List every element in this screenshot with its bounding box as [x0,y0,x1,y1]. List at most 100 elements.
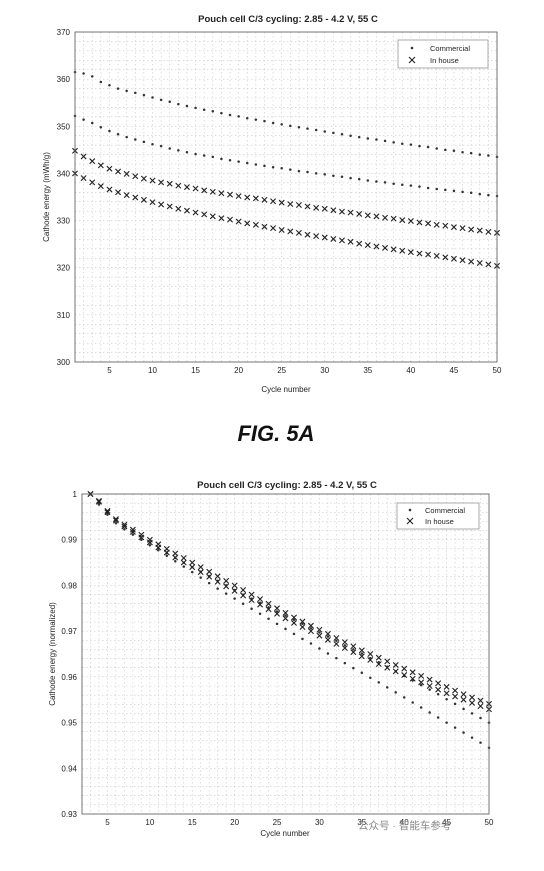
chartB-point-inhouse [401,665,408,672]
chartA-point-inhouse [89,179,96,186]
chartA-point-inhouse [476,227,483,234]
chartB-point-inhouse [257,596,264,603]
chartB-point-inhouse [350,643,357,650]
chartB-xtick-label: 50 [485,818,494,827]
chartA-point-commercial [401,142,404,145]
chartA-ytick-label: 320 [57,264,71,273]
chartB-point-commercial [402,696,406,699]
chartB-point-inhouse [460,696,467,703]
chartA-point-inhouse [382,244,389,251]
chartA-point-inhouse [149,177,156,184]
chartA-point-inhouse [227,191,234,198]
chartA-point-inhouse [158,179,165,186]
chartA-point-commercial [263,119,266,123]
chartA-point-inhouse [287,228,294,235]
chartA-point-inhouse [364,212,371,219]
chartA-point-inhouse [252,221,259,228]
chartB-xtick-label: 15 [188,818,197,827]
chartA-xtick-label: 15 [191,366,200,375]
chartA-point-inhouse [425,220,432,227]
chartA-point-inhouse [425,251,432,258]
chartA-ytick-label: 350 [57,122,71,131]
chartA-point-inhouse [330,235,337,242]
chartA-point-commercial [82,72,85,75]
chartA-point-inhouse [459,257,466,264]
chart-a-marks [72,70,500,269]
chartB-point-inhouse [121,521,128,528]
chartA-point-commercial [349,134,352,137]
chartA-point-commercial [194,106,197,110]
chartB-point-commercial [445,721,448,724]
chart-b-legend-commercial: Commercial [425,506,465,515]
chartA-point-inhouse [140,175,147,182]
chartA-point-commercial [142,140,146,144]
chart-b-legend-inhouse: In house [425,517,454,526]
chartB-point-commercial [369,676,372,680]
chartA-point-commercial [375,180,378,183]
chartB-point-commercial [394,691,397,694]
chartA-point-inhouse [183,184,190,191]
chartA-point-commercial [134,91,137,95]
chartB-point-inhouse [172,554,179,561]
chartA-ytick-label: 340 [57,169,71,178]
chartB-point-inhouse [112,517,119,524]
chartB-xtick-label: 30 [315,818,324,827]
chartB-point-commercial [419,706,423,709]
chartA-point-inhouse [278,227,285,233]
chartA-point-inhouse [347,209,354,216]
chartA-point-inhouse [175,182,182,189]
chartA-point-inhouse [115,189,122,196]
chartA-point-inhouse [373,213,380,220]
chartB-point-inhouse [290,614,297,621]
chartA-point-inhouse [235,218,242,225]
chartA-point-commercial [392,182,395,186]
chartA-point-commercial [177,149,180,152]
chartA-xtick-label: 40 [406,366,415,375]
chartA-ytick-label: 360 [57,75,71,84]
chartA-point-commercial [194,152,197,156]
chartA-point-inhouse [261,196,268,203]
chartB-point-inhouse [435,686,442,693]
chartB-point-commercial [131,533,135,536]
chartB-point-inhouse [129,526,136,533]
watermark-text: 公众号 · 智能车参考 [358,819,451,832]
chartA-point-inhouse [252,195,259,202]
chartB-point-inhouse [112,516,119,523]
chartB-point-inhouse [214,578,221,585]
chartB-point-inhouse [477,697,484,704]
chartA-point-commercial [271,166,275,169]
chartA-point-commercial [426,145,430,149]
chartB-point-inhouse [155,544,162,551]
chartA-point-inhouse [399,247,406,254]
chartB-point-commercial [190,570,194,574]
chartA-point-inhouse [407,249,414,256]
chartB-point-commercial [462,707,465,711]
chartB-point-commercial [318,631,321,634]
chartA-point-inhouse [227,216,234,223]
chartA-point-inhouse [158,201,165,208]
chartB-point-inhouse [214,573,221,580]
chart-a-xlabel: Cycle number [261,385,311,394]
chartB-point-inhouse [307,622,314,629]
chartA-point-commercial [134,138,137,141]
chartA-point-commercial [177,102,180,106]
chartA-point-inhouse [485,261,492,268]
chartB-point-commercial [479,741,482,744]
chartB-point-inhouse [358,653,365,660]
chart-a-title: Pouch cell C/3 cycling: 2.85 - 4.2 V, 55… [198,14,378,25]
chartA-point-commercial [297,169,301,173]
chartA-point-inhouse [270,198,277,205]
chartA-point-inhouse [313,233,320,240]
chartA-xtick-label: 10 [148,366,157,375]
chartB-point-commercial [123,527,126,531]
chartB-point-inhouse [95,498,102,505]
chartA-point-commercial [202,154,206,157]
chartB-xtick-label: 45 [442,818,451,827]
chartA-point-commercial [168,100,171,104]
chartA-point-inhouse [304,203,311,210]
chartB-point-inhouse [146,539,153,546]
chartB-point-commercial [419,683,423,687]
chartB-ytick-label: 0.98 [61,581,77,590]
chartB-point-inhouse [299,624,306,631]
